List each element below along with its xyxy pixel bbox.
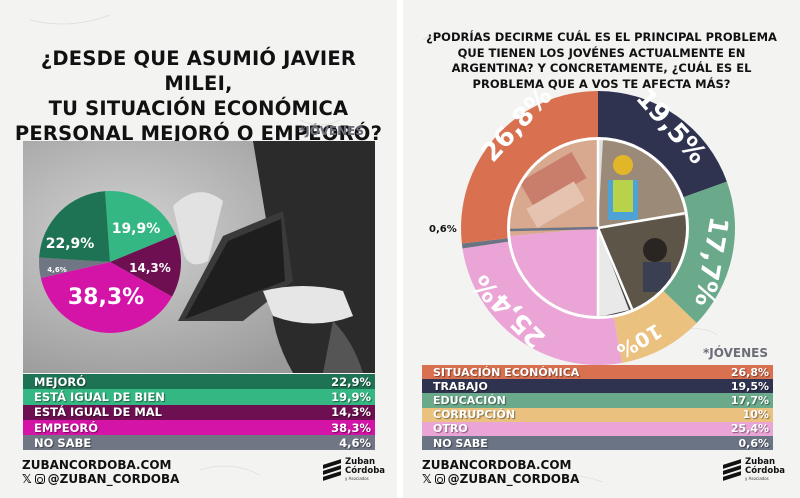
row-value: 17,7% (730, 393, 769, 407)
website-link[interactable]: ZUBANCORDOBA.COM (22, 458, 172, 472)
row-label: MEJORÓ (34, 374, 86, 389)
row-label: EMPEORÓ (34, 420, 98, 435)
row-value: 0,6% (738, 436, 769, 450)
pie-label-mejoro: 22,9% (46, 236, 95, 252)
logo-text: Zuban Córdoba y Asociados (345, 457, 386, 482)
wallet-photo: 19,9% 22,9% 14,3% 4,6% 38,3% (23, 141, 375, 373)
footer: ZUBANCORDOBA.COM 𝕏 @ZUBAN_CORDOBA (422, 458, 579, 486)
title-line-2: QUE TIENEN LOS JOVÉNES ACTUALMENTE EN (457, 45, 746, 60)
table-row: TRABAJO 19,5% (422, 379, 773, 394)
title-line-3: ARGENTINA? Y CONCRETAMENTE, ¿CUÁL ES EL (451, 61, 752, 75)
social-handle[interactable]: @ZUBAN_CORDOBA (447, 472, 580, 486)
row-value: 4,6% (339, 435, 371, 450)
social-handles: 𝕏 @ZUBAN_CORDOBA (422, 472, 579, 486)
segment-note: *JÓVENES (299, 124, 364, 138)
title-line-4: PROBLEMA QUE A VOS TE AFECTA MÁS? (472, 76, 731, 91)
pie-label-empeoro: 38,3% (68, 285, 144, 310)
pie-label-igual-mal: 14,3% (129, 261, 171, 275)
pie-slice-igual-mal (110, 234, 181, 297)
social-handles: 𝕏 @ZUBAN_CORDOBA (22, 472, 179, 486)
pie-slice-igual-bien (105, 190, 176, 262)
right-results-table: SITUACIÓN ECONÓMICA 26,8% TRABAJO 19,5% … (422, 365, 773, 451)
zuban-cordoba-logo: Zuban Córdoba y Asociados (723, 458, 785, 481)
pie-label-no-sabe: 4,6% (47, 266, 66, 274)
left-results-table: MEJORÓ 22,9% ESTÁ IGUAL DE BIEN 19,9% ES… (23, 374, 375, 451)
table-row: CORRUPCIÓN 10% (422, 407, 773, 422)
right-title: ¿PODRÍAS DECIRME CUÁL ES EL PRINCIPAL PR… (413, 30, 790, 92)
row-label: OTRO (433, 422, 468, 436)
row-value: 25,4% (730, 422, 769, 436)
row-label: SITUACIÓN ECONÓMICA (433, 365, 580, 379)
row-value: 19,9% (331, 389, 371, 404)
donut-chart: 26,8% 19,5% 17,7% 10% 25,4% 0,6% (429, 81, 735, 366)
table-row: OTRO 25,4% (422, 421, 773, 436)
footer: ZUBANCORDOBA.COM 𝕏 @ZUBAN_CORDOBA (22, 458, 179, 486)
pie-chart: 19,9% 22,9% 14,3% 4,6% 38,3% (38, 190, 181, 333)
title-line-1: ¿PODRÍAS DECIRME CUÁL ES EL PRINCIPAL PR… (426, 30, 777, 44)
row-value: 19,5% (730, 379, 769, 393)
row-label: EDUCACIÓN (433, 393, 506, 407)
row-label: ESTÁ IGUAL DE MAL (34, 405, 163, 420)
left-title: ¿DESDE QUE ASUMIÓ JAVIER MILEI, TU SITUA… (10, 46, 387, 146)
title-line-3: PERSONAL MEJORÓ O EMPEORÓ? (14, 122, 383, 145)
donut-center-collage (510, 140, 686, 316)
donut-label-no-sabe-outside: 0,6% (429, 224, 457, 235)
table-row: SITUACIÓN ECONÓMICA 26,8% (422, 365, 773, 380)
zuban-cordoba-logo: Zuban Córdoba y Asociados (323, 458, 385, 481)
row-value: 38,3% (331, 420, 371, 435)
pie-slice-mejoro (39, 191, 110, 262)
table-row: MEJORÓ 22,9% (23, 374, 375, 390)
row-label: ESTÁ IGUAL DE BIEN (34, 389, 165, 404)
segment-note: *JÓVENES (703, 346, 768, 360)
row-label: NO SABE (34, 435, 92, 450)
title-line-2: TU SITUACIÓN ECONÓMICA (48, 97, 349, 120)
x-twitter-icon[interactable]: 𝕏 (422, 472, 432, 486)
social-handle[interactable]: @ZUBAN_CORDOBA (47, 472, 180, 486)
row-label: TRABAJO (433, 379, 488, 393)
table-row: EDUCACIÓN 17,7% (422, 393, 773, 408)
row-value: 26,8% (730, 365, 769, 379)
x-twitter-icon[interactable]: 𝕏 (22, 472, 32, 486)
website-link[interactable]: ZUBANCORDOBA.COM (422, 458, 572, 472)
title-line-1: ¿DESDE QUE ASUMIÓ JAVIER MILEI, (40, 47, 357, 95)
instagram-icon[interactable] (434, 474, 445, 484)
table-row: NO SABE 0,6% (422, 435, 773, 451)
row-value: 22,9% (331, 374, 371, 389)
pie-slice-empeoro (40, 262, 173, 333)
table-row: NO SABE 4,6% (23, 435, 375, 451)
table-row: ESTÁ IGUAL DE MAL 14,3% (23, 404, 375, 420)
left-infographic: ¿DESDE QUE ASUMIÓ JAVIER MILEI, TU SITUA… (0, 0, 397, 498)
row-value: 14,3% (331, 405, 371, 420)
instagram-icon[interactable] (34, 474, 45, 484)
pie-label-igual-bien: 19,9% (112, 221, 161, 237)
row-label: CORRUPCIÓN (433, 408, 516, 422)
table-row: ESTÁ IGUAL DE BIEN 19,9% (23, 389, 375, 405)
logo-mark-icon (723, 458, 741, 481)
table-row: EMPEORÓ 38,3% (23, 419, 375, 436)
row-value: 10% (742, 408, 769, 422)
logo-mark-icon (323, 458, 341, 481)
right-infographic: ¿PODRÍAS DECIRME CUÁL ES EL PRINCIPAL PR… (403, 0, 800, 498)
pie-slice-no-sabe (38, 257, 110, 278)
logo-text: Zuban Córdoba y Asociados (745, 457, 786, 482)
row-label: NO SABE (433, 436, 488, 450)
